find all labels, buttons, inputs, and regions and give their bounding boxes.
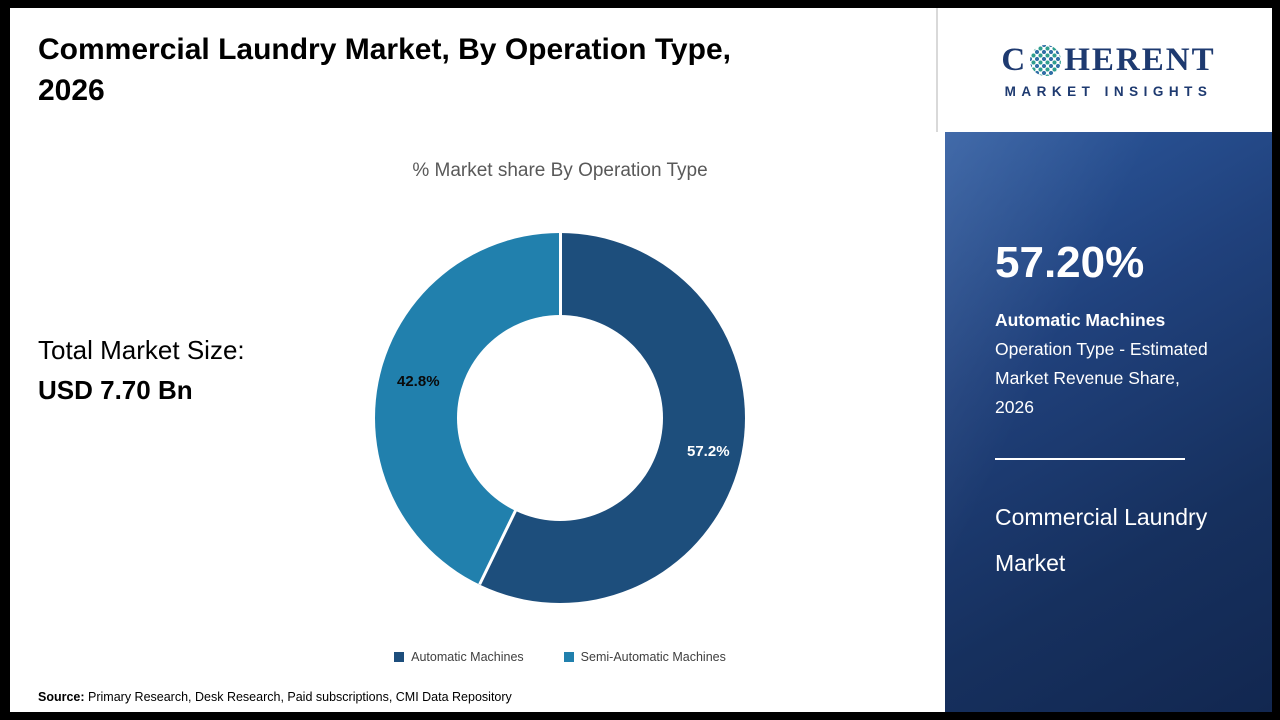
donut-hole [457,315,663,521]
total-market-size: Total Market Size: USD 7.70 Bn [38,330,245,410]
page-title: Commercial Laundry Market, By Operation … [38,30,928,111]
legend-label-semi-automatic: Semi-Automatic Machines [580,650,726,664]
main-panel: Commercial Laundry Market, By Operation … [10,8,945,712]
mosaic-o-icon [1030,44,1062,76]
page-title-line1: Commercial Laundry Market, By Operation … [38,33,731,66]
total-market-size-value: USD 7.70 Bn [38,375,193,405]
stat-description: Automatic Machines Operation Type - Esti… [995,306,1213,422]
source-text: Primary Research, Desk Research, Paid su… [84,690,512,704]
stat-description-rest: Operation Type - Estimated Market Revenu… [995,339,1208,417]
stat-description-bold: Automatic Machines [995,310,1166,330]
slice-label-automatic: 57.2% [687,443,730,460]
legend-label-automatic: Automatic Machines [411,650,524,664]
sidebar-divider-line [995,458,1185,460]
legend-item-semi-automatic: Semi-Automatic Machines [563,650,726,664]
donut-chart: 57.2% 42.8% [375,233,745,603]
legend-item-automatic: Automatic Machines [394,650,524,664]
sidebar-market-title: Commercial Laundry Market [995,504,1208,576]
page-title-line2: 2026 [38,73,105,107]
total-market-size-label: Total Market Size: [38,335,245,365]
brand-logo-wordmark: C HERENT [1001,42,1215,79]
brand-logo-part1: C [1001,41,1028,78]
chart-legend: Automatic Machines Semi-Automatic Machin… [160,650,960,664]
highlight-sidebar: 57.20% Automatic Machines Operation Type… [945,132,1272,712]
chart-title: % Market share By Operation Type [412,160,708,181]
stat-value: 57.20% [995,238,1145,287]
source-note: Source: Primary Research, Desk Research,… [38,690,512,704]
legend-swatch-automatic [394,652,405,662]
legend-swatch-semi-automatic [563,652,574,662]
slice-label-semi-automatic: 42.8% [397,373,440,390]
brand-logo-subtitle: MARKET INSIGHTS [1004,83,1213,99]
source-label: Source: [38,690,85,704]
brand-logo-part2: HERENT [1064,41,1216,78]
logo-divider [936,8,938,132]
brand-logo: C HERENT MARKET INSIGHTS [945,8,1272,132]
